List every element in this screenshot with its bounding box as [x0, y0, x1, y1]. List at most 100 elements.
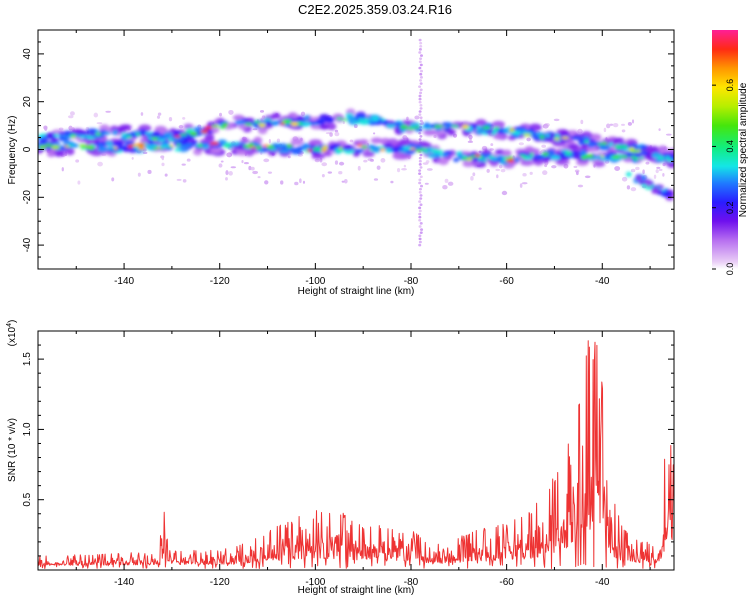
x-tick-label: -120 [210, 577, 230, 588]
heatmap-streak-cell [419, 119, 423, 123]
heatmap-cell [433, 149, 444, 154]
heatmap-streak-cell [418, 187, 422, 191]
heatmap-speck [444, 178, 449, 183]
heatmap-cell [597, 142, 603, 146]
heatmap-speck [164, 173, 168, 177]
heatmap-cell [652, 155, 657, 159]
heatmap-cell [229, 142, 240, 146]
heatmap-streak-cell [418, 48, 422, 51]
heatmap-cell [453, 157, 460, 163]
heatmap-cell [301, 143, 310, 149]
colorbar-tick-label: 0.6 [725, 79, 735, 92]
heatmap-speck [225, 170, 229, 176]
heatmap-speck [580, 119, 584, 125]
heatmap-speck [490, 143, 494, 147]
heatmap-streak-cell [419, 103, 423, 107]
heatmap-cell [197, 143, 203, 148]
heatmap-streak-cell [419, 41, 423, 45]
heatmap-speck [267, 171, 273, 174]
heatmap-cell [502, 149, 512, 157]
colorbar-label: Normalized spectral amplitude [738, 82, 749, 217]
heatmap-speck [529, 171, 533, 175]
heatmap-streak-cell [418, 212, 422, 216]
heatmap-streak-cell [418, 138, 422, 141]
heatmap-cell [52, 150, 66, 157]
heatmap-speck [338, 171, 343, 175]
heatmap-speck [627, 122, 632, 126]
heatmap-cell [598, 145, 611, 151]
heatmap-speck [263, 158, 270, 163]
heatmap-cell [423, 129, 436, 136]
heatmap-speck [334, 129, 339, 133]
heatmap-speck [584, 175, 591, 179]
heatmap-cell [638, 151, 648, 155]
heatmap-cell [476, 125, 482, 130]
heatmap-cell [211, 124, 220, 128]
heatmap-speck [157, 112, 162, 116]
heatmap-cell [127, 144, 134, 149]
heatmap-cell [159, 144, 169, 149]
heatmap-speck [302, 180, 306, 184]
heatmap-speck [612, 123, 619, 128]
heatmap-cell [512, 130, 522, 136]
heatmap-cell [242, 144, 251, 148]
heatmap-streak-cell [419, 88, 423, 92]
heatmap-streak-cell [419, 107, 423, 110]
heatmap-cell [94, 132, 102, 136]
heatmap-cell [67, 144, 75, 147]
heatmap-cell [174, 135, 181, 138]
heatmap-cell [630, 155, 636, 159]
heatmap-cell [104, 140, 114, 147]
heatmap-cell [202, 144, 209, 150]
heatmap-cell [541, 152, 550, 157]
heatmap-x-axis-label: Height of straight line (km) [298, 286, 415, 297]
heatmap-speck [577, 184, 584, 188]
y-tick-label: 0.5 [22, 492, 33, 506]
heatmap-streak-cell [418, 190, 422, 194]
heatmap-cell [424, 150, 429, 155]
heatmap-speck [481, 145, 488, 151]
heatmap-cell [469, 155, 478, 158]
heatmap-cell [402, 145, 412, 151]
heatmap-cell [505, 158, 515, 163]
heatmap-cell [309, 120, 317, 124]
heatmap-streak-cell [418, 169, 422, 172]
heatmap-streak-cell [419, 91, 423, 95]
heatmap-cell [325, 117, 335, 121]
heatmap-speck [142, 151, 148, 155]
heatmap-cell [521, 155, 527, 159]
heatmap-cell [640, 144, 648, 150]
heatmap-speck [467, 140, 474, 144]
heatmap-cell [611, 155, 621, 159]
heatmap-cell [176, 143, 181, 147]
heatmap-speck [518, 142, 524, 146]
heatmap-cell [595, 156, 603, 160]
y-tick-label: -20 [22, 190, 33, 205]
heatmap-tail-cell [625, 171, 632, 177]
y-tick-label: -40 [22, 237, 33, 252]
heatmap-streak-cell [420, 228, 424, 231]
heatmap-speck [61, 167, 64, 172]
heatmap-speck [334, 160, 339, 165]
heatmap-cell [282, 148, 290, 154]
heatmap-cell [549, 155, 561, 161]
heatmap-speck [259, 110, 265, 113]
heatmap-cell [204, 126, 213, 130]
heatmap-cell [316, 119, 324, 124]
heatmap-cell [255, 145, 263, 150]
heatmap-speck [299, 178, 302, 184]
heatmap-streak-cell [419, 63, 423, 67]
heatmap-cell [179, 133, 188, 137]
heatmap-speck [553, 118, 560, 122]
heatmap-speck [178, 124, 184, 129]
heatmap-cell [379, 148, 386, 152]
heatmap-cell [664, 156, 671, 159]
heatmap-cell [296, 115, 304, 122]
heatmap-speck [426, 168, 433, 171]
heatmap-cell [286, 144, 293, 149]
heatmap-speck [182, 117, 186, 120]
heatmap-cell [536, 131, 544, 136]
heatmap-speck [69, 111, 75, 116]
heatmap-speck [96, 122, 103, 125]
